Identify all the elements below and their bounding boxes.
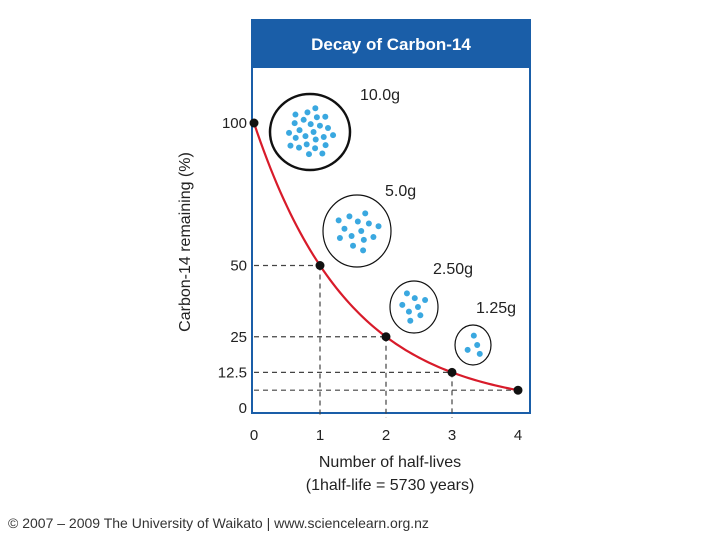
particle-dot	[322, 142, 329, 149]
particle-dot	[399, 301, 406, 308]
particle-dot	[302, 133, 309, 140]
particle-dot	[307, 121, 314, 128]
data-point-4	[513, 385, 523, 395]
data-point-2	[381, 332, 391, 342]
particle-dot	[470, 332, 477, 339]
guide-lines	[254, 264, 518, 418]
particle-dot	[292, 134, 299, 141]
particle-dot	[335, 217, 342, 224]
particle-dot	[304, 109, 311, 116]
particle-dot	[360, 236, 367, 243]
particle-dot	[474, 342, 481, 348]
x-axis-title: Number of half-lives	[319, 454, 461, 471]
x-tick-label-1: 1	[316, 427, 324, 444]
y-tick-labels: 0 12.5 25 50 100	[218, 115, 247, 417]
particle-dot	[286, 129, 293, 136]
particle-dot	[313, 114, 320, 121]
particle-dot	[312, 105, 319, 112]
particle-dot	[320, 134, 327, 141]
title-bar	[252, 20, 530, 68]
y-axis-title: Carbon-14 remaining (%)	[177, 152, 194, 332]
mass-label-0: 10.0g	[360, 87, 400, 104]
particle-dot	[365, 220, 372, 227]
sample-circle-1	[322, 194, 392, 268]
mass-annotations: 10.0g 5.0g 2.50g 1.25g	[268, 87, 516, 366]
y-tick-label-2: 25	[230, 329, 247, 346]
particle-dot	[348, 232, 355, 239]
particle-dot	[362, 210, 369, 217]
particle-dot	[360, 247, 367, 254]
particle-dot	[370, 234, 377, 240]
particle-dot	[310, 129, 317, 135]
sample-circle-3	[454, 324, 492, 366]
particle-dot	[303, 141, 310, 148]
y-tick-label-0: 0	[239, 400, 247, 417]
x-tick-label-2: 2	[382, 427, 390, 444]
data-point-0	[249, 118, 259, 128]
sample-circle-0	[268, 92, 352, 172]
particle-dot	[411, 295, 418, 302]
data-point-3	[447, 367, 457, 377]
y-tick-label-4: 100	[222, 115, 247, 132]
particle-dot	[414, 304, 421, 310]
particle-dot	[407, 317, 414, 324]
particle-dot	[296, 144, 303, 151]
x-tick-label-3: 3	[448, 427, 456, 444]
particle-dot	[354, 218, 361, 225]
particle-dot	[476, 350, 483, 357]
y-tick-label-1: 12.5	[218, 364, 247, 381]
x-tick-label-0: 0	[250, 427, 258, 444]
particle-dot	[319, 150, 326, 157]
x-tick-label-4: 4	[514, 427, 522, 444]
mass-label-2: 2.50g	[433, 261, 473, 278]
particle-dot	[464, 346, 471, 353]
particle-dot	[316, 122, 323, 129]
data-point-1	[315, 261, 325, 270]
footer-credit: © 2007 – 2009 The University of Waikato …	[8, 515, 429, 531]
particle-dot	[403, 290, 410, 297]
particle-dot	[292, 111, 299, 118]
particle-dot	[330, 132, 337, 139]
particle-dot	[341, 225, 348, 232]
particle-dot	[325, 125, 331, 132]
particle-dot	[336, 235, 343, 242]
particle-dot	[358, 228, 365, 234]
x-tick-labels: 0 1 2 3 4	[250, 427, 522, 444]
particle-dot	[312, 136, 319, 143]
particle-dot	[305, 151, 312, 158]
particle-dot	[346, 213, 353, 220]
data-points	[249, 118, 523, 395]
particle-dot	[300, 116, 307, 123]
y-tick-label-3: 50	[230, 258, 247, 275]
particle-dot	[287, 142, 294, 149]
particle-dot	[296, 127, 303, 134]
particle-dot	[405, 308, 412, 315]
mass-label-1: 5.0g	[385, 183, 416, 200]
particle-dot	[291, 120, 298, 127]
mass-label-3: 1.25g	[476, 300, 516, 317]
chart-title: Decay of Carbon-14	[311, 35, 471, 54]
particle-dot	[322, 113, 329, 120]
x-axis-note: (1half-life = 5730 years)	[306, 477, 475, 494]
particle-dot	[312, 145, 319, 152]
particle-dot	[375, 223, 382, 230]
particle-dot	[417, 312, 424, 319]
particle-dot	[422, 296, 429, 303]
sample-circle-2	[389, 280, 439, 334]
particle-dot	[350, 242, 357, 249]
